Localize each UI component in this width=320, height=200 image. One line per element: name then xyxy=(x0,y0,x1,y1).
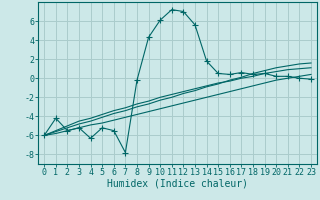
X-axis label: Humidex (Indice chaleur): Humidex (Indice chaleur) xyxy=(107,179,248,189)
